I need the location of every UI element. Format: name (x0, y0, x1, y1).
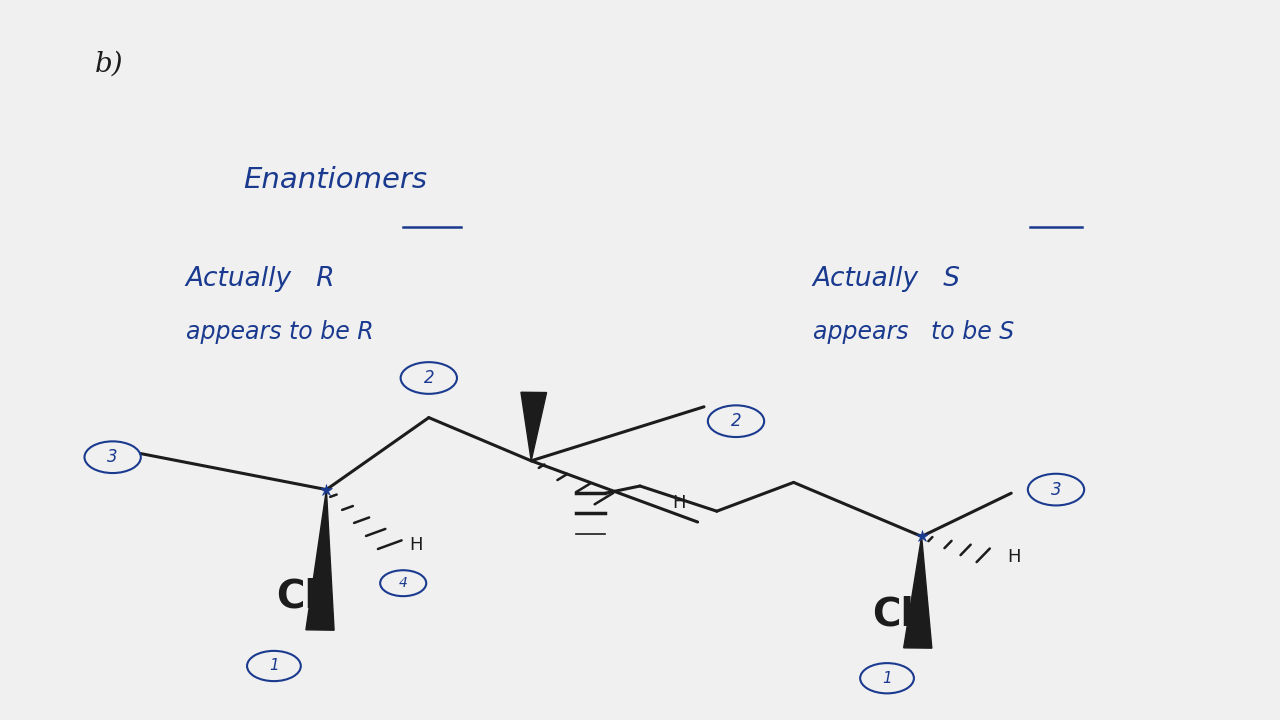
Polygon shape (306, 490, 334, 630)
Text: b): b) (95, 50, 123, 78)
Text: appears   to be S: appears to be S (813, 320, 1014, 344)
Text: Actually   S: Actually S (813, 266, 961, 292)
Text: Cl: Cl (276, 577, 317, 616)
Text: Enantiomers: Enantiomers (243, 166, 428, 194)
Text: 3: 3 (108, 448, 118, 467)
Text: 4: 4 (399, 576, 407, 590)
Text: Cl: Cl (873, 595, 914, 634)
Text: Actually   R: Actually R (186, 266, 335, 292)
Text: appears to be R: appears to be R (186, 320, 374, 344)
Polygon shape (521, 392, 547, 461)
Text: 2: 2 (424, 369, 434, 387)
Text: 2: 2 (731, 412, 741, 431)
Text: H: H (672, 494, 686, 511)
Text: 1: 1 (269, 659, 279, 673)
Text: 3: 3 (1051, 481, 1061, 498)
Text: H: H (410, 536, 424, 554)
Text: 1: 1 (882, 671, 892, 685)
Text: H: H (1007, 548, 1021, 566)
Polygon shape (904, 536, 932, 648)
